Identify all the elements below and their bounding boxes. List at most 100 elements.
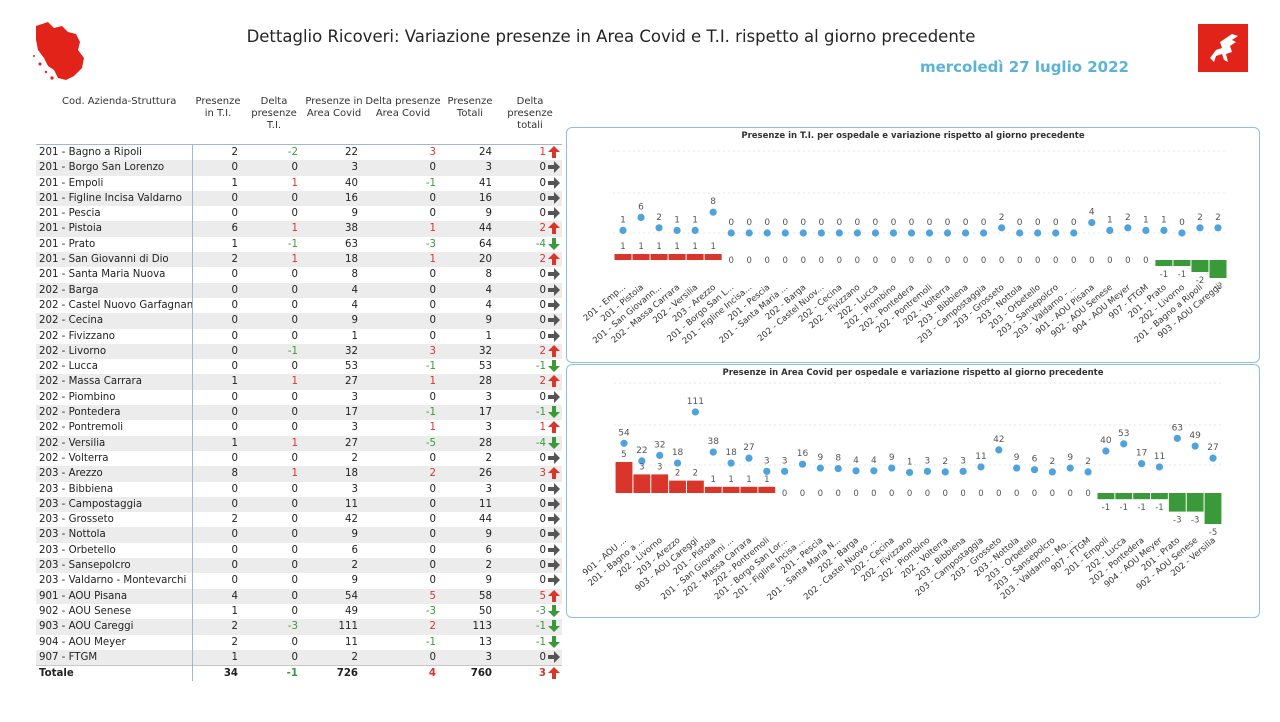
ti-delta: 0 bbox=[244, 313, 304, 329]
delta-bar bbox=[668, 254, 686, 260]
table-row[interactable]: 202 - Lucca 0 0 53 -1 53 -1 bbox=[36, 359, 562, 375]
covid-value: 726 bbox=[304, 665, 364, 682]
table-row[interactable]: 202 - Fivizzano 0 0 1 0 1 0 bbox=[36, 328, 562, 344]
delta-label: 0 bbox=[1068, 489, 1073, 499]
table-row[interactable]: 202 - Cecina 0 0 9 0 9 0 bbox=[36, 313, 562, 329]
presence-label: 111 bbox=[687, 397, 704, 407]
arrow-down-icon bbox=[548, 436, 560, 449]
table-row[interactable]: 203 - Nottola 0 0 9 0 9 0 bbox=[36, 527, 562, 543]
delta-bar bbox=[1133, 493, 1151, 500]
delta-label: 0 bbox=[819, 256, 824, 266]
presence-point bbox=[1070, 229, 1078, 237]
presence-point bbox=[745, 454, 753, 462]
total-value: 11 bbox=[442, 496, 498, 513]
table-row[interactable]: 202 - Volterra 0 0 2 0 2 0 bbox=[36, 450, 562, 467]
covid-value: 111 bbox=[304, 619, 364, 635]
presence-label: 2 bbox=[1049, 457, 1055, 467]
table-row[interactable]: 901 - AOU Pisana 4 0 54 5 58 5 bbox=[36, 588, 562, 604]
presence-point bbox=[1142, 226, 1150, 234]
presence-point bbox=[977, 463, 985, 471]
table-row[interactable]: 201 - Pescia 0 0 9 0 9 0 bbox=[36, 206, 562, 222]
presence-point bbox=[941, 468, 949, 476]
covid-delta: 2 bbox=[364, 466, 442, 482]
hospital-name: 201 - Prato bbox=[36, 236, 193, 253]
total-value: 24 bbox=[442, 144, 498, 161]
ti-value: 1 bbox=[231, 177, 238, 189]
table-row[interactable]: 201 - Figline Incisa Valdarno 0 0 16 0 16 0 bbox=[36, 190, 562, 207]
delta-label: 1 bbox=[746, 475, 751, 485]
presence-point bbox=[1214, 224, 1222, 232]
table-row[interactable]: 903 - AOU Careggi 2 -3 111 2 113 -1 bbox=[36, 619, 562, 635]
presence-point bbox=[998, 224, 1006, 232]
table-row[interactable]: 203 - Valdarno - Montevarchi 0 0 9 0 9 0 bbox=[36, 573, 562, 589]
column-header[interactable]: Presenze in Area Covid bbox=[305, 96, 363, 119]
column-header[interactable]: Presenze Totali bbox=[447, 96, 493, 119]
delta-total-cell: -4 bbox=[498, 237, 562, 252]
delta-total-cell: 0 bbox=[498, 573, 562, 588]
covid-value: 54 bbox=[304, 588, 364, 604]
ti-delta: 0 bbox=[291, 605, 298, 617]
column-header[interactable]: Delta presenze totali bbox=[507, 96, 553, 131]
table-row[interactable]: 202 - Pontedera 0 0 17 -1 17 -1 bbox=[36, 405, 562, 421]
presence-label: 6 bbox=[1032, 455, 1038, 465]
table-row[interactable]: 202 - Barga 0 0 4 0 4 0 bbox=[36, 282, 562, 298]
ti-value: 34 bbox=[192, 665, 244, 682]
presence-label: 3 bbox=[925, 456, 931, 466]
ti-delta: 0 bbox=[291, 391, 298, 403]
table-row[interactable]: 203 - Campostaggia 0 0 11 0 11 0 bbox=[36, 496, 562, 513]
column-header[interactable]: Delta presenze Area Covid bbox=[365, 96, 441, 119]
covid-delta: 3 bbox=[364, 343, 442, 360]
presence-point bbox=[1209, 454, 1217, 462]
table-row[interactable]: 203 - Bibbiena 0 0 3 0 3 0 bbox=[36, 481, 562, 497]
table-row[interactable]: 202 - Versilia 1 1 27 -5 28 -4 bbox=[36, 435, 562, 451]
table-row[interactable]: 201 - Bagno a Ripoli 2 -2 22 3 24 1 bbox=[36, 144, 562, 161]
presence-point bbox=[763, 229, 771, 237]
table-row[interactable]: 201 - Santa Maria Nuova 0 0 8 0 8 0 bbox=[36, 267, 562, 283]
column-header[interactable]: Delta presenze T.I. bbox=[251, 96, 297, 131]
table-row[interactable]: 902 - AOU Senese 1 0 49 -3 50 -3 bbox=[36, 603, 562, 620]
table-row[interactable]: 203 - Arezzo 8 1 18 2 26 3 bbox=[36, 466, 562, 482]
ti-delta: 0 bbox=[291, 575, 298, 587]
delta-total-value: 0 bbox=[539, 208, 546, 220]
presence-point bbox=[816, 464, 824, 472]
presence-label: 17 bbox=[1136, 449, 1147, 459]
delta-total-value: 0 bbox=[539, 177, 546, 189]
table-row[interactable]: 904 - AOU Meyer 2 0 11 -1 13 -1 bbox=[36, 634, 562, 650]
covid-delta: 0 bbox=[429, 391, 436, 403]
table-row[interactable]: 202 - Piombino 0 0 3 0 3 0 bbox=[36, 389, 562, 406]
presence-label: 0 bbox=[891, 218, 897, 228]
table-row[interactable]: 201 - Empoli 1 1 40 -1 41 0 bbox=[36, 175, 562, 191]
table-row[interactable]: 203 - Sansepolcro 0 0 2 0 2 0 bbox=[36, 558, 562, 574]
ti-delta: -3 bbox=[244, 619, 304, 635]
covid-delta: 0 bbox=[364, 649, 442, 666]
table-row[interactable]: 203 - Orbetello 0 0 6 0 6 0 bbox=[36, 542, 562, 559]
table-row[interactable]: 202 - Massa Carrara 1 1 27 1 28 2 bbox=[36, 374, 562, 390]
table-row[interactable]: 907 - FTGM 1 0 2 0 3 0 bbox=[36, 649, 562, 666]
table-row[interactable]: 203 - Grosseto 2 0 42 0 44 0 bbox=[36, 512, 562, 528]
covid-delta: -3 bbox=[425, 605, 436, 617]
delta-total-cell: 0 bbox=[498, 482, 562, 497]
delta-label: 0 bbox=[945, 256, 950, 266]
presence-label: 1 bbox=[620, 215, 626, 225]
presence-point bbox=[980, 229, 988, 237]
column-header[interactable]: Presenze in T.I. bbox=[195, 96, 241, 119]
delta-label: -2 bbox=[1196, 276, 1204, 286]
ti-value: 0 bbox=[192, 496, 244, 513]
table-row[interactable]: 201 - Borgo San Lorenzo 0 0 3 0 3 0 bbox=[36, 160, 562, 176]
table-row[interactable]: 202 - Livorno 0 -1 32 3 32 2 bbox=[36, 343, 562, 360]
pegasus-logo-icon bbox=[1198, 24, 1248, 72]
presence-point bbox=[925, 229, 934, 237]
table-row[interactable]: 202 - Castel Nuovo Garfagnana 0 0 4 0 4 0 bbox=[36, 297, 562, 314]
delta-total-cell: -1 bbox=[498, 619, 562, 635]
ti-value: 4 bbox=[192, 588, 244, 604]
table-row[interactable]: 201 - San Giovanni di Dio 2 1 18 1 20 2 bbox=[36, 252, 562, 268]
table-total-row[interactable]: Totale 34 -1 726 4 760 3 bbox=[36, 665, 562, 682]
column-header[interactable]: Cod. Azienda-Struttura bbox=[62, 96, 177, 107]
delta-label: -1 bbox=[1178, 270, 1186, 280]
arrow-right-icon bbox=[548, 298, 560, 311]
delta-label: 1 bbox=[728, 475, 733, 485]
table-row[interactable]: 201 - Pistoia 6 1 38 1 44 2 bbox=[36, 221, 562, 237]
table-row[interactable]: 202 - Pontremoli 0 0 3 1 3 1 bbox=[36, 420, 562, 436]
delta-label: 1 bbox=[710, 242, 715, 252]
table-row[interactable]: 201 - Prato 1 -1 63 -3 64 -4 bbox=[36, 236, 562, 253]
